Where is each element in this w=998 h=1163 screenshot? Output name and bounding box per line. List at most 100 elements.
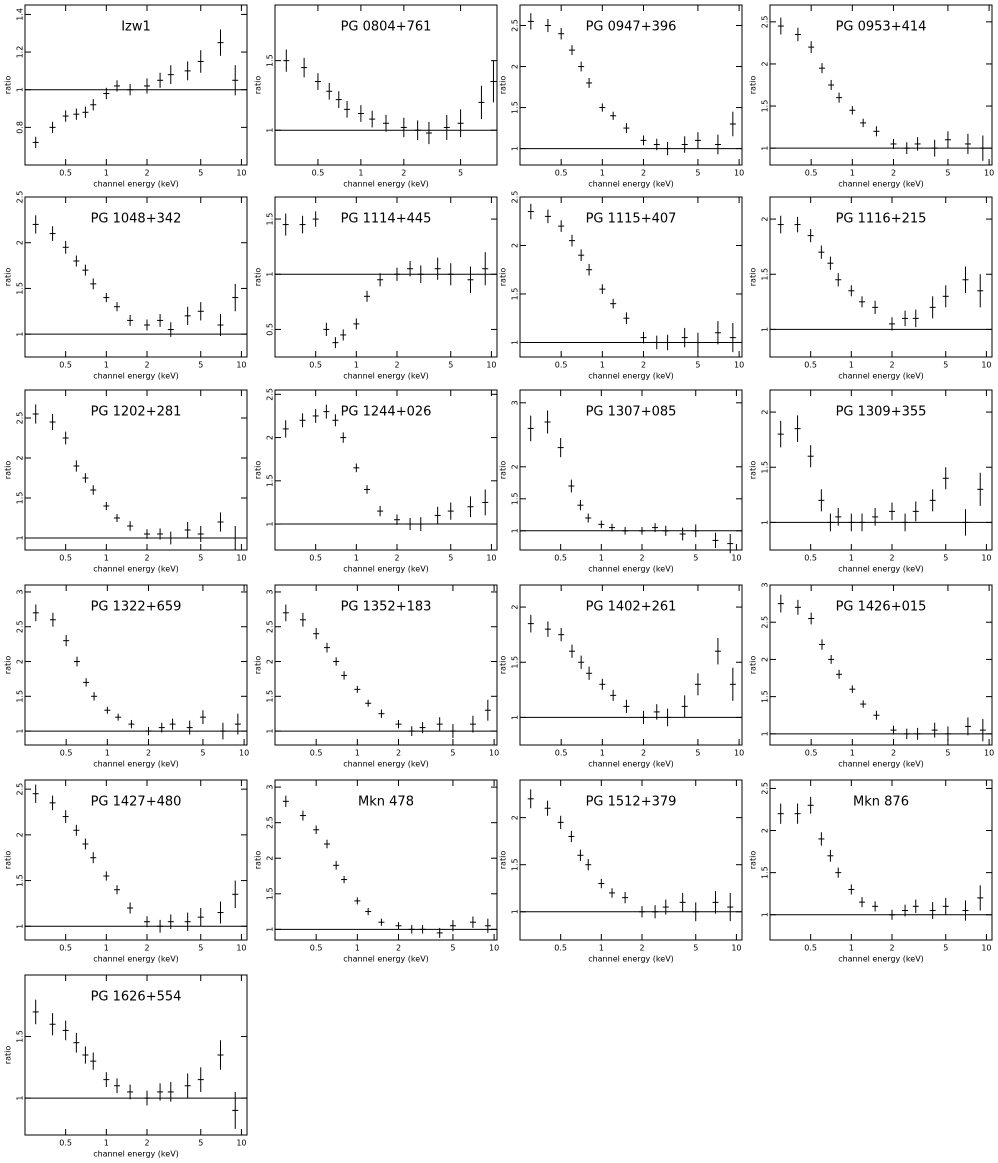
y-tick-label: 1.5	[16, 1030, 25, 1043]
x-tick-label: 0.5	[804, 361, 817, 370]
x-tick-label: 2	[889, 944, 894, 953]
y-tick-label: 1.5	[511, 656, 520, 669]
x-tick-label: 5	[693, 554, 698, 563]
x-tick-label: 5	[945, 749, 950, 758]
x-tick-label: 5	[198, 1139, 203, 1148]
panel-title: PG 1512+379	[586, 795, 677, 810]
y-axis-label: ratio	[749, 656, 758, 675]
x-tick-label: 1	[849, 361, 854, 370]
x-tick-label: 1	[104, 1139, 109, 1148]
y-axis-label: ratio	[499, 461, 508, 480]
x-tick-label: 10	[981, 944, 991, 953]
x-axis-label: channel energy (keV)	[343, 180, 429, 189]
y-tick-label: 2	[511, 243, 520, 248]
panel-title: PG 1244+026	[341, 405, 432, 420]
x-tick-label: 2	[641, 361, 646, 370]
x-tick-label: 5	[448, 361, 453, 370]
x-tick-label: 10	[236, 1139, 246, 1148]
x-tick-label: 0.5	[59, 944, 72, 953]
plot-frame	[769, 196, 993, 358]
x-tick-label: 2	[144, 361, 149, 370]
x-tick-label: 1	[850, 169, 855, 178]
x-tick-label: 0.5	[310, 749, 323, 758]
y-tick-label: 1.5	[761, 690, 770, 703]
x-axis-label: channel energy (keV)	[838, 760, 924, 769]
y-tick-label: 3	[511, 400, 520, 405]
x-tick-label: 2	[891, 749, 896, 758]
y-tick-label: 2	[266, 659, 275, 664]
plot-frame	[519, 389, 743, 551]
x-axis-label: channel energy (keV)	[93, 180, 179, 189]
y-tick-label: 1	[266, 729, 275, 734]
x-axis-label: channel energy (keV)	[93, 760, 179, 769]
x-tick-label: 10	[489, 749, 499, 758]
x-tick-label: 5	[198, 944, 203, 953]
y-tick-label: 1.5	[511, 101, 520, 114]
x-tick-label: 2	[889, 554, 894, 563]
x-axis-label: channel energy (keV)	[838, 372, 924, 381]
y-tick-label: 1	[16, 87, 25, 92]
x-axis-label: channel energy (keV)	[343, 565, 429, 574]
y-axis-label: ratio	[749, 461, 758, 480]
x-tick-label: 5	[943, 554, 948, 563]
x-tick-label: 0.5	[555, 169, 568, 178]
x-tick-label: 1	[354, 554, 359, 563]
x-tick-label: 10	[486, 361, 496, 370]
x-tick-label: 1	[354, 361, 359, 370]
y-axis-label: ratio	[499, 76, 508, 95]
x-tick-label: 1	[358, 169, 363, 178]
x-tick-label: 1	[104, 944, 109, 953]
x-tick-label: 10	[734, 169, 744, 178]
y-axis-label: ratio	[4, 461, 13, 480]
panel-title: PG 1202+281	[91, 405, 182, 420]
panel-title: Mkn 478	[358, 795, 414, 810]
x-tick-label: 10	[489, 944, 499, 953]
x-tick-label: 1	[850, 749, 855, 758]
x-tick-label: 1	[600, 749, 605, 758]
x-tick-label: 0.5	[805, 749, 818, 758]
y-axis-label: ratio	[749, 76, 758, 95]
y-tick-label: 2	[16, 455, 25, 460]
x-tick-label: 5	[943, 361, 948, 370]
x-tick-label: 10	[731, 944, 741, 953]
y-tick-label: 1	[511, 715, 520, 720]
x-tick-label: 0.5	[804, 554, 817, 563]
x-tick-label: 1	[599, 554, 604, 563]
x-tick-label: 10	[236, 944, 246, 953]
y-tick-label: 2.5	[16, 191, 25, 204]
x-tick-label: 5	[458, 169, 463, 178]
x-tick-label: 2	[641, 169, 646, 178]
x-tick-label: 2	[396, 944, 401, 953]
x-tick-label: 10	[239, 749, 249, 758]
y-axis-label: ratio	[749, 851, 758, 870]
x-axis-label: channel energy (keV)	[588, 760, 674, 769]
y-tick-label: 3	[761, 582, 770, 587]
y-tick-label: 2.5	[511, 191, 520, 204]
x-tick-label: 10	[731, 554, 741, 563]
x-axis-label: channel energy (keV)	[93, 1150, 179, 1159]
x-tick-label: 1	[104, 361, 109, 370]
plot-frame	[769, 389, 993, 551]
x-tick-label: 10	[236, 554, 246, 563]
y-tick-label: 1	[266, 128, 275, 133]
x-tick-label: 2	[401, 169, 406, 178]
panel-title: PG 1402+261	[586, 600, 677, 615]
panel-title: PG 1114+445	[341, 212, 432, 227]
y-tick-label: 2	[511, 605, 520, 610]
y-tick-label: 2	[266, 856, 275, 861]
plot-frame	[769, 584, 993, 746]
y-axis-label: ratio	[4, 851, 13, 870]
y-axis-label: ratio	[499, 656, 508, 675]
y-tick-label: 1	[761, 912, 770, 917]
y-tick-label: 1	[16, 535, 25, 540]
y-tick-label: 2.5	[16, 412, 25, 425]
y-tick-label: 1.5	[16, 282, 25, 295]
x-axis-label: channel energy (keV)	[343, 372, 429, 381]
y-tick-label: 1	[266, 522, 275, 527]
x-axis-label: channel energy (keV)	[343, 760, 429, 769]
x-tick-label: 5	[450, 944, 455, 953]
y-tick-label: 1.4	[16, 8, 25, 21]
x-axis-label: channel energy (keV)	[588, 180, 674, 189]
panel-title: PG 0953+414	[836, 20, 927, 35]
